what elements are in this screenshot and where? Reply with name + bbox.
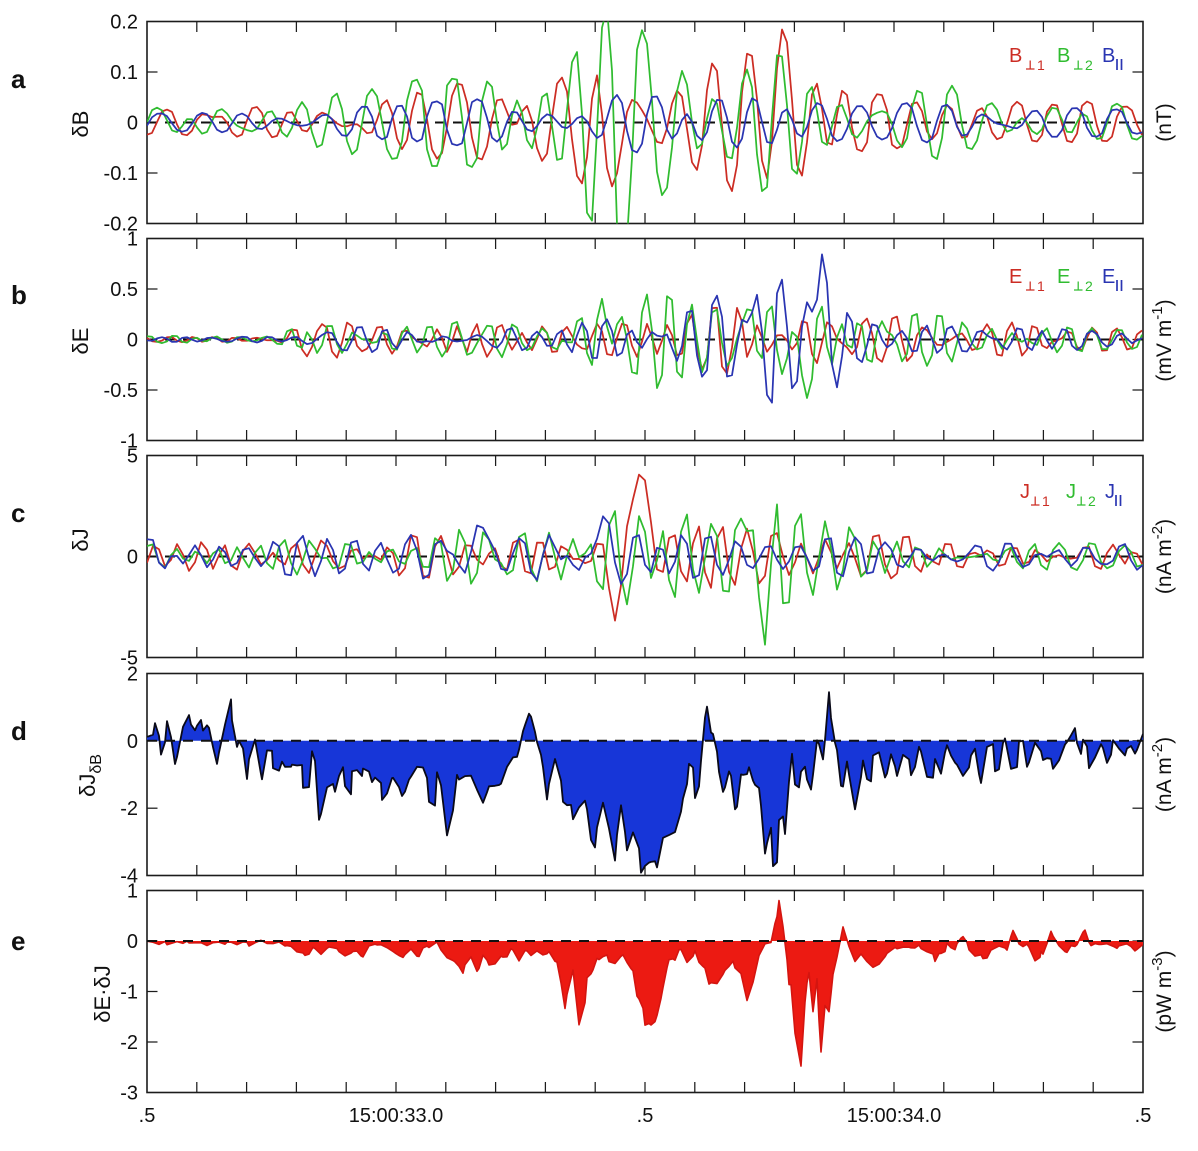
- svg-text:-0.1: -0.1: [104, 163, 138, 185]
- svg-text:.5: .5: [1135, 1105, 1152, 1127]
- svg-text:e: e: [11, 926, 25, 956]
- svg-text:δE·δJ: δE·δJ: [90, 965, 115, 1023]
- svg-text:0: 0: [127, 113, 138, 135]
- svg-text:0: 0: [127, 547, 138, 569]
- svg-text:5: 5: [127, 446, 138, 468]
- svg-text:2: 2: [1085, 278, 1093, 294]
- svg-text:-2: -2: [120, 798, 138, 820]
- svg-text:1: 1: [1037, 278, 1045, 294]
- svg-text:-1: -1: [120, 431, 138, 453]
- svg-text:E: E: [1009, 266, 1022, 288]
- svg-text:0.2: 0.2: [110, 12, 138, 34]
- svg-text:.5: .5: [637, 1105, 654, 1127]
- svg-text:J: J: [1066, 481, 1076, 503]
- svg-text:(pW m-3): (pW m-3): [1149, 950, 1176, 1032]
- svg-text:(nT): (nT): [1153, 103, 1176, 142]
- svg-text:-0.5: -0.5: [104, 380, 138, 402]
- svg-text:0: 0: [127, 731, 138, 753]
- svg-text:1: 1: [127, 881, 138, 903]
- svg-text:a: a: [11, 64, 26, 94]
- svg-text:1: 1: [127, 229, 138, 251]
- svg-text:d: d: [11, 716, 27, 746]
- svg-text:E: E: [1057, 266, 1070, 288]
- svg-text:0: 0: [127, 330, 138, 352]
- svg-text:δB: δB: [68, 111, 93, 138]
- svg-text:-3: -3: [120, 1083, 138, 1105]
- svg-text:B: B: [1009, 45, 1022, 67]
- svg-text:.5: .5: [139, 1105, 156, 1127]
- svg-text:δE: δE: [68, 328, 93, 355]
- svg-text:-0.2: -0.2: [104, 214, 138, 236]
- svg-text:0.1: 0.1: [110, 62, 138, 84]
- svg-text:0: 0: [127, 931, 138, 953]
- svg-text:J: J: [1105, 481, 1115, 503]
- svg-text:1: 1: [1042, 493, 1050, 509]
- svg-text:2: 2: [1085, 57, 1093, 73]
- svg-text:-5: -5: [120, 648, 138, 670]
- svg-text:0.5: 0.5: [110, 279, 138, 301]
- svg-text:2: 2: [127, 664, 138, 686]
- svg-text:15:00:34.0: 15:00:34.0: [847, 1105, 942, 1127]
- svg-text:-2: -2: [120, 1032, 138, 1054]
- svg-text:15:00:33.0: 15:00:33.0: [349, 1105, 444, 1127]
- svg-text:b: b: [11, 280, 27, 310]
- svg-text:B: B: [1057, 45, 1070, 67]
- svg-text:c: c: [11, 498, 25, 528]
- svg-text:J: J: [1020, 481, 1030, 503]
- svg-text:1: 1: [1037, 57, 1045, 73]
- svg-text:E: E: [1102, 266, 1115, 288]
- svg-text:δJ: δJ: [68, 528, 93, 551]
- svg-text:-4: -4: [120, 866, 138, 888]
- svg-text:-1: -1: [120, 982, 138, 1004]
- svg-text:B: B: [1102, 45, 1115, 67]
- svg-text:2: 2: [1088, 493, 1096, 509]
